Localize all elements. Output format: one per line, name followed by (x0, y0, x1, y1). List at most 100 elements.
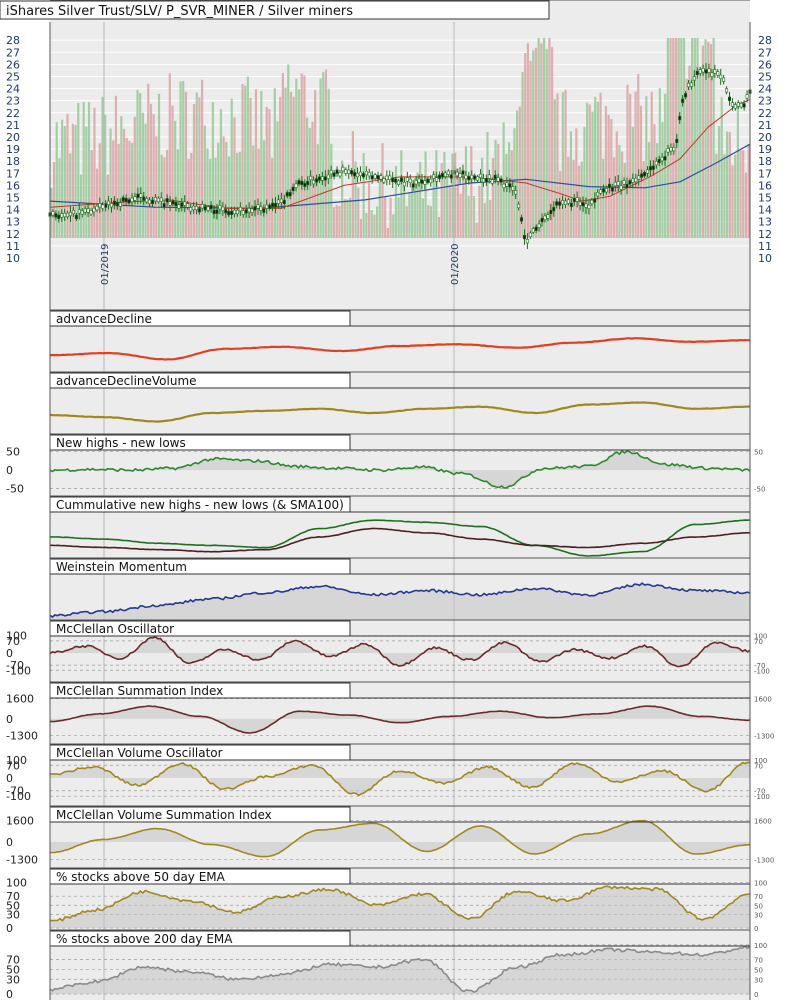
candle-body (736, 102, 740, 107)
volume-bar (494, 139, 497, 238)
candle-body (540, 217, 544, 223)
candle-body (733, 104, 737, 109)
candle-body (730, 102, 734, 107)
volume-bar (190, 152, 193, 238)
candle-body (402, 181, 406, 187)
candle-body (686, 82, 690, 88)
candle-body (338, 172, 342, 177)
candle-body (323, 176, 327, 181)
candle-body (127, 199, 131, 204)
candle-body (60, 213, 64, 218)
panel-title: Weinstein Momentum (56, 560, 187, 574)
volume-bar (731, 165, 734, 238)
candle-body (651, 165, 655, 170)
candle-body (54, 213, 58, 218)
volume-bar (343, 199, 346, 238)
candle-body (153, 197, 157, 202)
volume-bar (349, 197, 352, 238)
candle-body (329, 170, 333, 175)
volume-bar (596, 101, 599, 238)
series-fill (50, 450, 750, 488)
volume-bar (271, 157, 274, 238)
price-tick-left: 16 (6, 179, 20, 192)
indicator-tick-left: 100 (6, 877, 27, 890)
volume-bar (717, 125, 721, 238)
panel-title: McClellan Summation Index (56, 684, 223, 698)
volume-bar (723, 153, 726, 238)
candle-body (379, 175, 383, 180)
candle-body (89, 210, 93, 215)
sma-short-line (49, 99, 751, 209)
indicator-tick-left: 0 (6, 647, 13, 660)
candle-body (619, 185, 623, 190)
series-line (50, 527, 751, 553)
candle-body (446, 170, 450, 175)
price-tick-left: 13 (6, 216, 20, 229)
candle-body (341, 166, 345, 172)
candle-body (104, 203, 108, 208)
price-tick-right: 14 (758, 204, 772, 217)
candle-body (250, 208, 254, 213)
candle-body (511, 186, 515, 191)
candle-body (707, 68, 711, 73)
volume-bar (518, 106, 521, 238)
volume-bar (292, 96, 295, 239)
candle-body (411, 183, 415, 188)
volume-bar (435, 150, 438, 238)
volume-bar (230, 98, 233, 238)
series-line (49, 945, 751, 994)
candle-body (83, 208, 87, 213)
indicator-tick-right: 50 (754, 966, 763, 974)
volume-bar (276, 121, 279, 238)
candle-body (440, 173, 444, 178)
candle-body (520, 217, 524, 222)
candle-body (558, 201, 562, 206)
volume-bar (273, 88, 276, 239)
indicator-tick-left: 1600 (6, 815, 34, 828)
candle-body (537, 223, 541, 228)
price-tick-left: 10 (6, 252, 20, 265)
volume-bar (370, 210, 373, 238)
candle-body (274, 203, 278, 208)
indicator-tick-right: 100 (754, 942, 767, 950)
indicator-tick-left: 50 (6, 963, 20, 976)
candle-body (303, 182, 307, 187)
volume-bar (497, 143, 500, 238)
volume-bar (101, 96, 104, 238)
candle-body (209, 204, 213, 210)
candle-body (51, 211, 55, 216)
candle-body (631, 178, 635, 183)
series-line (50, 401, 751, 423)
candle-body (426, 178, 430, 183)
candle-body (572, 197, 576, 203)
candle-body (69, 211, 73, 217)
candle-body (704, 69, 708, 74)
volume-bar (542, 38, 546, 238)
candle-body (420, 179, 424, 184)
volume-bar (79, 174, 83, 238)
candle-body (124, 197, 128, 203)
candle-body (309, 175, 313, 181)
candle-body (587, 204, 591, 209)
candle-body (391, 177, 395, 183)
volume-bar (454, 152, 457, 238)
price-tick-right: 27 (758, 46, 772, 59)
volume-bar (688, 65, 691, 239)
candle-body (496, 177, 500, 182)
volume-bar (602, 158, 605, 238)
panel-title: % stocks above 50 day EMA (56, 870, 226, 884)
candle-body (678, 115, 682, 121)
volume-bar (85, 126, 88, 238)
volume-bar (653, 124, 656, 238)
volume-bar (378, 181, 381, 238)
volume-bar (122, 128, 126, 238)
candle-body (710, 72, 714, 77)
volume-bar (446, 176, 449, 238)
candle-body (364, 170, 368, 176)
volume-bar (341, 160, 344, 238)
candle-body (637, 175, 641, 180)
volume-bar (513, 128, 516, 238)
candle-body (645, 169, 649, 174)
candle-body (470, 174, 474, 180)
